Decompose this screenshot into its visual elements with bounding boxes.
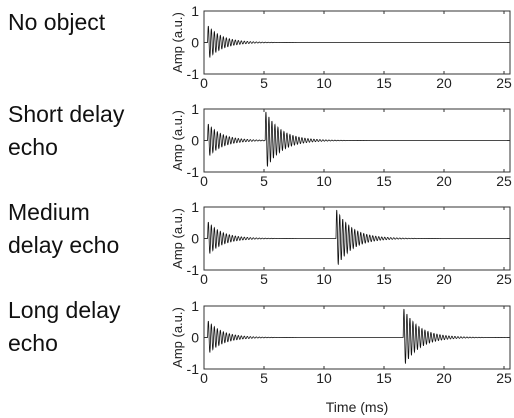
signal-trace-1 xyxy=(204,26,510,57)
x-tick-label: 0 xyxy=(200,271,208,287)
y-tick-label: 1 xyxy=(191,298,199,314)
y-axis-label: Amp (a.u.) xyxy=(170,12,185,73)
y-axis-label: Amp (a.u.) xyxy=(170,307,185,368)
x-tick-label: 10 xyxy=(316,173,332,189)
x-tick-label: 15 xyxy=(376,271,392,287)
x-tick-label: 15 xyxy=(376,173,392,189)
x-tick-label: 5 xyxy=(260,271,268,287)
y-tick-label: 0 xyxy=(191,133,199,149)
x-tick-label: 10 xyxy=(316,271,332,287)
y-tick-label: 0 xyxy=(191,35,199,51)
y-tick-label: 0 xyxy=(191,330,199,346)
y-tick-label: 1 xyxy=(191,3,199,19)
x-tick-label: 20 xyxy=(436,75,452,91)
x-tick-label: 25 xyxy=(496,271,512,287)
x-tick-label: 0 xyxy=(200,75,208,91)
x-tick-label: 10 xyxy=(316,370,332,386)
x-tick-label: 10 xyxy=(316,75,332,91)
y-tick-label: -1 xyxy=(187,66,200,82)
x-tick-label: 25 xyxy=(496,75,512,91)
x-tick-label: 0 xyxy=(200,173,208,189)
x-tick-label: 5 xyxy=(260,75,268,91)
y-tick-label: -1 xyxy=(187,262,200,278)
y-axis-label: Amp (a.u.) xyxy=(170,110,185,171)
signal-trace-2 xyxy=(204,112,510,167)
x-tick-label: 20 xyxy=(436,173,452,189)
signal-trace-3 xyxy=(204,210,510,264)
y-tick-label: -1 xyxy=(187,361,200,377)
x-tick-label: 20 xyxy=(436,370,452,386)
x-axis-label: Time (ms) xyxy=(326,399,388,415)
x-tick-label: 15 xyxy=(376,75,392,91)
x-tick-label: 5 xyxy=(260,370,268,386)
signal-trace-4 xyxy=(204,309,510,363)
y-axis-label: Amp (a.u.) xyxy=(170,208,185,269)
x-tick-label: 20 xyxy=(436,271,452,287)
x-tick-label: 5 xyxy=(260,173,268,189)
x-tick-label: 15 xyxy=(376,370,392,386)
x-tick-label: 25 xyxy=(496,370,512,386)
x-tick-label: 25 xyxy=(496,173,512,189)
x-tick-label: 0 xyxy=(200,370,208,386)
y-tick-label: 0 xyxy=(191,231,199,247)
y-tick-label: 1 xyxy=(191,199,199,215)
y-tick-label: -1 xyxy=(187,164,200,180)
y-tick-label: 1 xyxy=(191,101,199,117)
